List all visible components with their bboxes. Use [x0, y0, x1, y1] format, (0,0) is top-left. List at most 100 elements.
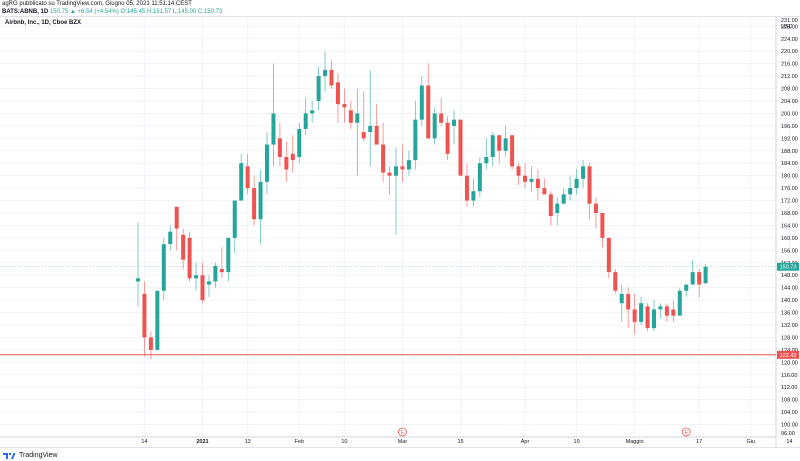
candle-body-up — [265, 144, 269, 182]
y-tick-label: 168.00 — [781, 211, 798, 217]
candle-body-up — [703, 266, 708, 284]
candle-body-down — [426, 85, 431, 139]
x-tick-label: 17 — [696, 439, 702, 445]
x-tick-label: 15 — [457, 439, 463, 445]
candle-body-up — [239, 163, 244, 201]
candle-body-up — [639, 303, 644, 322]
candle-body-up — [568, 188, 573, 195]
earnings-marker-label: E — [401, 430, 405, 436]
candle-body-down — [181, 234, 186, 260]
y-tick-label: 148.00 — [781, 273, 798, 279]
symbol-label: BATS:ABNB, 1D — [2, 9, 49, 15]
candle-body-down — [174, 206, 179, 229]
candle-body-up — [161, 244, 166, 291]
candle-body-down — [510, 135, 515, 167]
candle-body-down — [548, 194, 553, 217]
candle-body-down — [284, 157, 289, 170]
candle-body-up — [406, 160, 411, 170]
y-tick-label: 192.00 — [781, 136, 798, 142]
candle-body-down — [219, 269, 224, 273]
y-tick-label: 96.00 — [781, 431, 795, 437]
y-tick-label: 228.00 — [781, 24, 798, 30]
x-tick-label: Giu — [746, 439, 755, 445]
candle-body-up — [168, 231, 173, 245]
x-tick-label: 2021 — [196, 439, 208, 445]
candle-body-down — [600, 213, 605, 238]
y-tick-label: 112.00 — [781, 385, 797, 391]
candle-body-down — [632, 309, 637, 322]
candle-body-up — [477, 163, 482, 192]
candle-body-up — [677, 290, 682, 316]
candle-body-up — [529, 178, 534, 182]
y-tick-label: 128.00 — [781, 335, 798, 341]
candle-body-down — [290, 153, 295, 161]
candle-body-down — [342, 104, 347, 108]
candle-body-down — [671, 309, 676, 316]
y-tick-label: 164.00 — [781, 223, 798, 229]
candle-body-up — [394, 166, 398, 176]
candle-body-down — [458, 119, 463, 176]
y-axis-currency: USD — [781, 24, 793, 30]
candle-body-down — [200, 275, 205, 301]
candle-body-down — [329, 69, 334, 86]
candle-body-up — [316, 76, 321, 101]
candle-body-up — [452, 119, 457, 126]
earnings-marker — [398, 427, 407, 437]
candle-body-up — [561, 194, 566, 204]
y-tick-label: 200.00 — [781, 111, 798, 117]
candle-body-up — [323, 69, 328, 77]
candle-body-up — [484, 157, 489, 164]
y-tick-label: 184.00 — [781, 161, 798, 167]
symbol-info: BATS:ABNB, 1D 150.75 ▲ +6.54 (+4.54%) O:… — [2, 9, 222, 15]
candle-body-up — [206, 281, 211, 285]
earnings-marker-label: E — [685, 430, 689, 436]
y-tick-label: 172.00 — [781, 199, 798, 205]
candle-body-down — [593, 203, 598, 213]
candle-body-down — [523, 175, 527, 182]
candle-body-down — [252, 188, 257, 220]
candle-body-up — [419, 85, 424, 120]
candle-body-up — [684, 284, 689, 291]
candle-body-up — [658, 306, 663, 310]
y-tick-label: 136.00 — [781, 311, 798, 317]
candle-body-up — [432, 113, 437, 139]
candle-body-up — [368, 125, 373, 133]
footer-brand: TradingView — [19, 451, 58, 459]
candle-body-down — [587, 166, 592, 204]
candle-body-down — [439, 113, 444, 123]
x-tick-label: 14 — [786, 439, 792, 445]
y-tick-label: 104.00 — [781, 410, 798, 416]
x-tick-label: 10 — [341, 439, 347, 445]
y-tick-label: 224.00 — [781, 37, 798, 43]
candle-body-down — [535, 178, 540, 189]
y-tick-label: 140.00 — [781, 298, 798, 304]
candle-body-down — [645, 306, 650, 329]
candle-body-down — [142, 293, 147, 338]
candle-body-down — [335, 82, 340, 105]
y-tick-label: 156.00 — [781, 248, 798, 254]
candle-body-up — [490, 135, 495, 157]
x-tick-label: Maggio — [626, 439, 644, 445]
candle-body-up — [258, 181, 263, 220]
candle-body-up — [194, 275, 199, 279]
x-tick-label: Apr — [521, 439, 530, 445]
footer-separator — [0, 447, 800, 448]
candle-body-up — [652, 309, 656, 329]
candle-body-down — [664, 306, 669, 316]
y-tick-label: 220.00 — [781, 49, 798, 55]
y-tick-label: 212.00 — [781, 74, 798, 80]
candle-body-up — [471, 191, 476, 201]
candle-body-up — [271, 113, 276, 145]
header-separator — [0, 16, 800, 17]
earnings-marker — [681, 427, 691, 437]
y-tick-label: 132.00 — [781, 323, 798, 329]
candle-body-down — [542, 188, 547, 195]
candle-body-up — [310, 110, 315, 114]
y-tick-label: 100.00 — [781, 423, 798, 429]
candle-body-up — [413, 119, 418, 161]
candle-body-down — [626, 293, 631, 310]
y-tick-label: 160.00 — [781, 236, 798, 242]
candle-body-down — [148, 337, 153, 350]
published-info: agRG pubblicato su TradingView.com, Giug… — [2, 1, 192, 7]
